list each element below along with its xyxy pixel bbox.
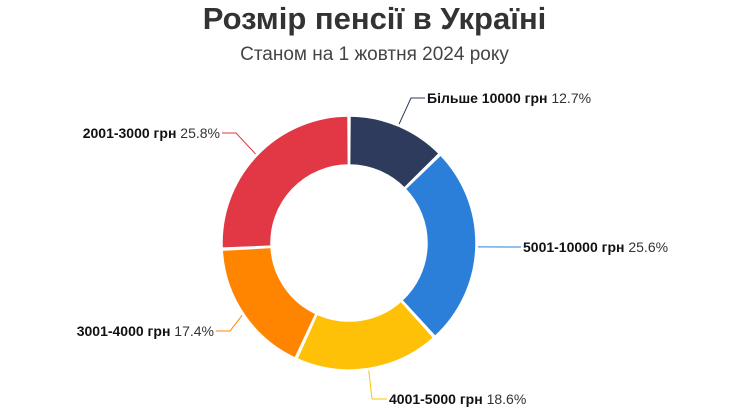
leader-line [398, 97, 425, 125]
slice-label-name: 3001-4000 грн [77, 323, 171, 339]
donut-slice[interactable] [221, 115, 350, 249]
slice-label-value: 12.7% [547, 90, 591, 106]
slice-label-name: 5001-10000 грн [523, 239, 624, 255]
slice-label-value: 18.6% [483, 391, 527, 407]
slice-label-value: 25.8% [176, 125, 220, 141]
donut-slice[interactable] [296, 300, 435, 371]
donut-slice[interactable] [348, 115, 440, 189]
chart-subtitle: Станом на 1 жовтня 2024 року [240, 44, 509, 65]
slice-label: 5001-10000 грн 25.6% [523, 239, 668, 255]
slice-label: 2001-3000 грн 25.8% [83, 125, 220, 141]
slice-label-name: Більше 10000 грн [427, 90, 547, 106]
slice-label-value: 25.6% [624, 239, 668, 255]
slice-label: 3001-4000 грн 17.4% [77, 323, 214, 339]
slice-label-name: 2001-3000 грн [83, 125, 177, 141]
slice-label: Більше 10000 грн 12.7% [427, 90, 591, 106]
leader-line [216, 314, 243, 332]
slice-label: 4001-5000 грн 18.6% [389, 391, 526, 407]
leader-line [222, 132, 256, 155]
chart-title: Розмір пенсії в Україні [202, 1, 547, 36]
donut-slice[interactable] [221, 246, 317, 359]
donut-slice[interactable] [401, 154, 477, 338]
slice-label-name: 4001-5000 грн [389, 391, 483, 407]
leader-line [368, 370, 387, 400]
slice-label-value: 17.4% [170, 323, 214, 339]
